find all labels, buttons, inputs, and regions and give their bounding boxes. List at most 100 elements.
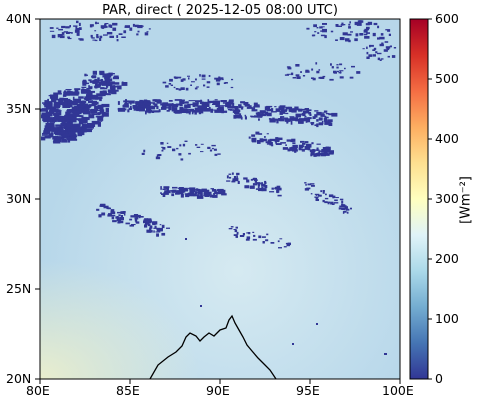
cloud-cell	[146, 31, 149, 33]
cloud-cell	[185, 110, 191, 113]
cloud-cell	[326, 201, 331, 203]
cloud-cell	[333, 72, 337, 74]
cloud-cell	[328, 113, 333, 116]
cloud-cell	[311, 185, 315, 187]
cloud-cell	[123, 30, 127, 34]
cloud-cell	[333, 70, 337, 73]
cloud-cell	[96, 34, 99, 37]
cloud-cell	[285, 242, 290, 245]
cloud-cell	[262, 241, 265, 244]
cloud-cell	[77, 119, 80, 121]
cloud-cell	[350, 207, 352, 210]
cloud-cell	[222, 105, 228, 107]
cloud-cell	[162, 188, 166, 190]
cloud-cell	[244, 114, 247, 117]
cloud-cell	[83, 98, 91, 100]
cloud-cell	[94, 106, 100, 109]
cloud-cell	[363, 33, 368, 36]
cloud-cell	[101, 212, 106, 216]
cloud-cell	[312, 149, 315, 151]
cloud-cell	[209, 149, 213, 152]
cloud-cell	[236, 115, 241, 119]
cloud-cell	[69, 138, 78, 141]
cloud-cell	[316, 123, 319, 128]
cloud-cell	[320, 30, 323, 32]
cloud-cell	[217, 188, 220, 191]
cloud-cell	[306, 187, 311, 190]
cloud-cell	[147, 105, 156, 110]
cloud-cell	[348, 23, 351, 26]
cloud-cell	[373, 47, 377, 50]
cloud-cell	[72, 127, 76, 133]
y-tick-label-30n: 30N	[6, 191, 32, 206]
cloud-cell	[188, 152, 191, 155]
cloud-cell	[319, 26, 323, 29]
cloud-cell	[304, 115, 307, 117]
cloud-cell	[95, 22, 99, 24]
cloud-cell	[153, 99, 161, 101]
cloud-cell	[65, 26, 70, 29]
cloud-cell	[343, 210, 347, 213]
cloud-cell	[298, 119, 304, 124]
cloud-cell	[283, 246, 287, 248]
cloud-cell	[383, 49, 388, 52]
cloud-cell	[197, 191, 203, 195]
cloud-cell	[171, 107, 175, 111]
cloud-cell	[210, 188, 214, 190]
cloud-cell	[306, 143, 312, 148]
cloud-cell	[248, 105, 252, 108]
cloud-cell	[366, 32, 370, 34]
cloud-cell	[324, 153, 330, 156]
cloud-cell	[100, 25, 106, 29]
cloud-cell	[323, 110, 328, 113]
cloud-cell	[66, 31, 70, 34]
cloud-cell	[101, 103, 110, 108]
colorbar-tick-label-100: 100	[435, 311, 459, 326]
cloud-cell	[381, 42, 384, 45]
cloud-cell	[256, 182, 261, 184]
cloud-cell	[229, 109, 235, 111]
cloud-cell	[200, 106, 207, 108]
cloud-cell	[162, 102, 169, 107]
cloud-cell	[304, 108, 309, 111]
cloud-cell	[74, 98, 82, 103]
cloud-cell	[49, 101, 52, 106]
cloud-cell	[118, 220, 124, 224]
cloud-cell	[318, 117, 323, 121]
cloud-cell	[64, 114, 72, 120]
cloud-cell	[69, 25, 71, 28]
cloud-cell	[131, 224, 136, 226]
cloud-cell	[55, 111, 61, 113]
cloud-cell	[232, 102, 235, 107]
cloud-cell	[362, 48, 365, 50]
cloud-cell	[154, 225, 157, 229]
cloud-cell	[145, 222, 150, 225]
cloud-cell	[65, 126, 67, 129]
cloud-cell	[310, 151, 315, 156]
cloud-cell	[110, 215, 116, 217]
cloud-cell	[44, 135, 51, 139]
cloud-cell	[269, 139, 275, 141]
cloud-cell	[290, 121, 293, 125]
cloud-cell	[42, 117, 49, 122]
cloud-cell	[266, 112, 272, 117]
cloud-cell	[272, 117, 275, 120]
cloud-cell	[284, 74, 289, 76]
cloud-cell	[202, 101, 208, 105]
cloud-cell	[322, 23, 327, 25]
cloud-cell	[89, 24, 93, 28]
cloud-cell	[230, 106, 237, 108]
cloud-cell	[339, 76, 344, 79]
cloud-cell	[275, 143, 282, 145]
cloud-cell	[98, 214, 102, 218]
cloud-cell	[97, 112, 101, 116]
cloud-cell	[169, 78, 173, 82]
cloud-cell	[258, 118, 260, 121]
cloud-cell	[99, 203, 106, 207]
cloud-cell	[71, 106, 79, 110]
cloud-cell	[322, 28, 327, 33]
cloud-cell	[128, 107, 132, 110]
cloud-cell	[313, 24, 317, 28]
cloud-cell	[324, 35, 327, 39]
cloud-cell	[74, 88, 81, 91]
